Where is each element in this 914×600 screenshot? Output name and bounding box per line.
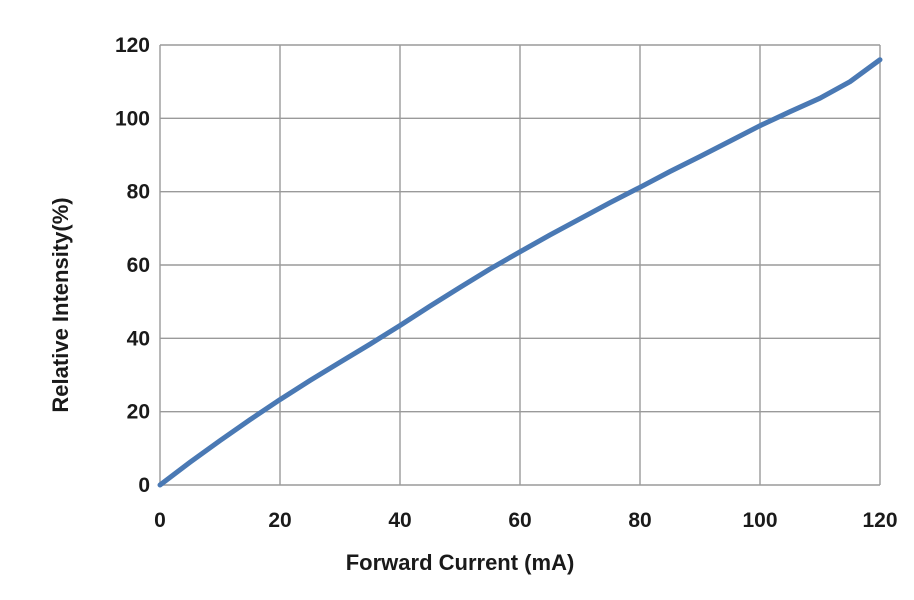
- y-tick-label: 60: [127, 254, 150, 277]
- y-tick-label: 0: [138, 474, 150, 497]
- x-tick-label: 40: [388, 509, 411, 532]
- x-tick-label: 100: [742, 509, 777, 532]
- tick-labels: 0 20 40 60 80 100 120 0 20 40 60 80 100 120: [115, 34, 898, 532]
- x-tick-label: 120: [862, 509, 897, 532]
- y-tick-label: 40: [127, 327, 150, 350]
- x-tick-label: 60: [508, 509, 531, 532]
- series-layer: [157, 57, 883, 488]
- x-tick-label: 80: [628, 509, 651, 532]
- x-axis-title: Forward Current (mA): [346, 550, 575, 575]
- y-tick-label: 80: [127, 181, 150, 204]
- grid: [159, 44, 881, 486]
- y-tick-label: 100: [115, 107, 150, 130]
- x-tick-label: 0: [154, 509, 166, 532]
- series-line: [157, 57, 883, 488]
- x-tick-label: 20: [268, 509, 291, 532]
- y-tick-label: 120: [115, 34, 150, 57]
- y-axis-title: Relative Intensity(%): [48, 197, 73, 412]
- y-tick-label: 20: [127, 401, 150, 424]
